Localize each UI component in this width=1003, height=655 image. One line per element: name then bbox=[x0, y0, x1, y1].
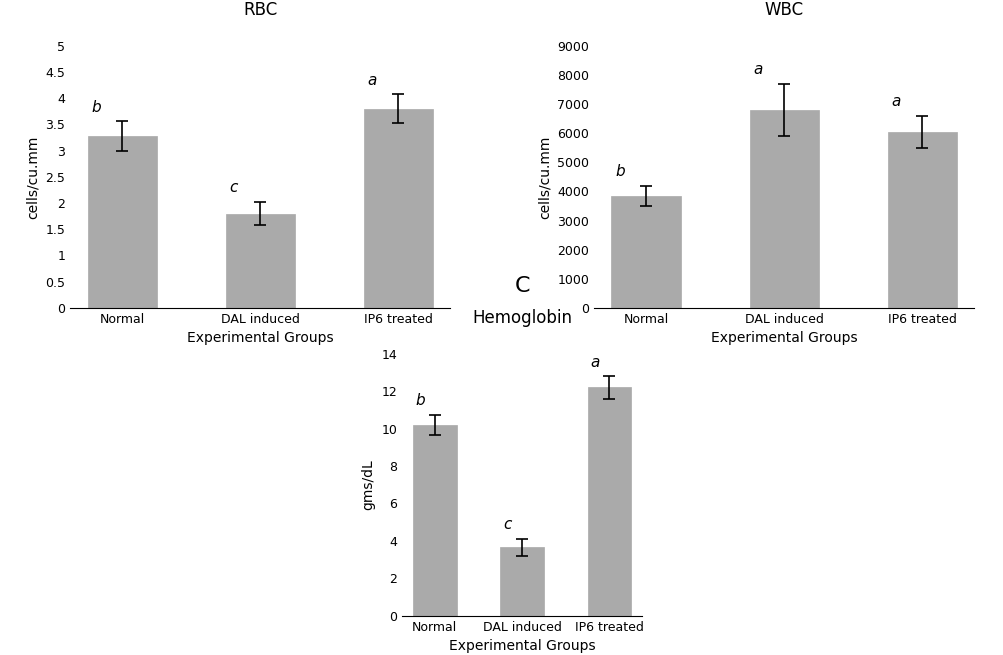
Bar bbox=[611, 196, 680, 308]
Text: C: C bbox=[514, 276, 530, 296]
Text: a: a bbox=[753, 62, 762, 77]
Bar bbox=[499, 548, 544, 616]
Bar bbox=[587, 387, 631, 616]
Bar bbox=[363, 109, 432, 308]
Text: c: c bbox=[230, 180, 238, 195]
X-axis label: Experimental Groups: Experimental Groups bbox=[187, 331, 333, 345]
Y-axis label: cells/cu.mm: cells/cu.mm bbox=[538, 135, 552, 219]
Bar bbox=[87, 136, 156, 308]
Text: a: a bbox=[891, 94, 901, 109]
Bar bbox=[226, 214, 294, 308]
Y-axis label: cells/cu.mm: cells/cu.mm bbox=[26, 135, 40, 219]
Text: b: b bbox=[415, 393, 424, 408]
X-axis label: Experimental Groups: Experimental Groups bbox=[448, 639, 595, 653]
Title: RBC: RBC bbox=[243, 1, 277, 19]
Bar bbox=[887, 132, 956, 308]
Text: b: b bbox=[615, 164, 625, 179]
Text: a: a bbox=[367, 73, 377, 88]
X-axis label: Experimental Groups: Experimental Groups bbox=[710, 331, 857, 345]
Bar bbox=[412, 425, 456, 616]
Y-axis label: gms/dL: gms/dL bbox=[361, 459, 375, 510]
Text: c: c bbox=[503, 517, 511, 533]
Bar bbox=[749, 110, 817, 308]
Title: WBC: WBC bbox=[763, 1, 802, 19]
Title: Hemoglobin: Hemoglobin bbox=[471, 309, 572, 327]
Text: b: b bbox=[91, 100, 101, 115]
Text: a: a bbox=[590, 354, 599, 369]
